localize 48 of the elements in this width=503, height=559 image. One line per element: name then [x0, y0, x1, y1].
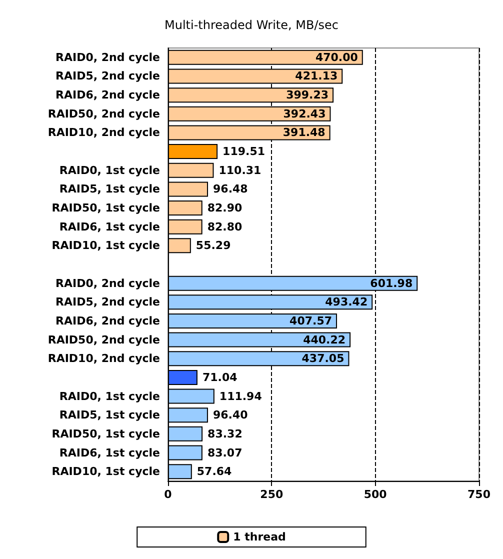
y-tick-label: RAID6, 2nd cycle — [56, 314, 160, 328]
y-tick-label: RAID10, 2nd cycle — [48, 352, 160, 366]
y-tick-label: RAID10, 2nd cycle — [48, 126, 160, 140]
data-label: 96.48 — [213, 182, 248, 196]
y-tick-label: RAID5, 1st cycle — [59, 408, 160, 422]
x-tick-label: 250 — [260, 488, 284, 501]
y-tick-label: RAID50, 1st cycle — [52, 202, 160, 215]
y-tick-label: RAID50, 2nd cycle — [48, 107, 160, 120]
data-label: 399.23 — [286, 88, 329, 102]
x-tick-label: 500 — [364, 488, 388, 501]
data-label: 493.42 — [325, 296, 368, 309]
y-tick-label: RAID0, 2nd cycle — [56, 276, 160, 290]
data-label: 391.48 — [282, 126, 326, 140]
y-tick-label: RAID5, 1st cycle — [59, 182, 160, 196]
data-label: 82.80 — [207, 220, 242, 234]
x-tick-label: 0 — [164, 488, 172, 501]
y-tick-label: RAID6, 1st cycle — [59, 446, 160, 460]
y-tick-label: RAID0, 1st cycle — [59, 390, 160, 403]
data-label: 96.40 — [212, 408, 248, 422]
y-tick-label: RAID6, 1st cycle — [59, 220, 160, 234]
data-label: 437.05 — [302, 352, 344, 366]
data-label: 119.51 — [222, 145, 266, 158]
data-label: 601.98 — [370, 276, 413, 290]
data-label: 392.43 — [283, 107, 326, 120]
data-label: 71.04 — [202, 370, 238, 384]
y-tick-label: RAID0, 1st cycle — [59, 164, 160, 177]
y-tick-label: RAID50, 1st cycle — [52, 427, 160, 440]
data-label: 440.22 — [303, 333, 346, 346]
data-label: 82.90 — [207, 202, 243, 215]
data-label: 470.00 — [315, 50, 358, 64]
data-label: 83.07 — [207, 446, 242, 460]
data-label: 83.32 — [208, 427, 242, 440]
data-label: 407.57 — [290, 314, 332, 328]
data-label: 111.94 — [219, 390, 262, 403]
data-label: 421.13 — [295, 70, 338, 83]
y-tick-label: RAID5, 2nd cycle — [56, 296, 160, 309]
data-label: 55.29 — [196, 239, 231, 252]
y-tick-label: RAID6, 2nd cycle — [56, 88, 160, 102]
y-tick-label: RAID10, 1st cycle — [52, 239, 160, 252]
y-tick-label: RAID50, 2nd cycle — [48, 333, 160, 346]
data-label: 57.64 — [196, 465, 232, 478]
chart-title: Multi-threaded Write, MB/sec — [164, 18, 338, 32]
y-tick-label: RAID0, 2nd cycle — [56, 50, 160, 64]
legend-label: 1 thread — [233, 530, 286, 544]
data-label: 110.31 — [218, 164, 262, 177]
y-tick-label: RAID5, 2nd cycle — [56, 70, 160, 83]
x-tick-label: 750 — [468, 488, 491, 501]
y-tick-label: RAID10, 1st cycle — [52, 465, 160, 478]
